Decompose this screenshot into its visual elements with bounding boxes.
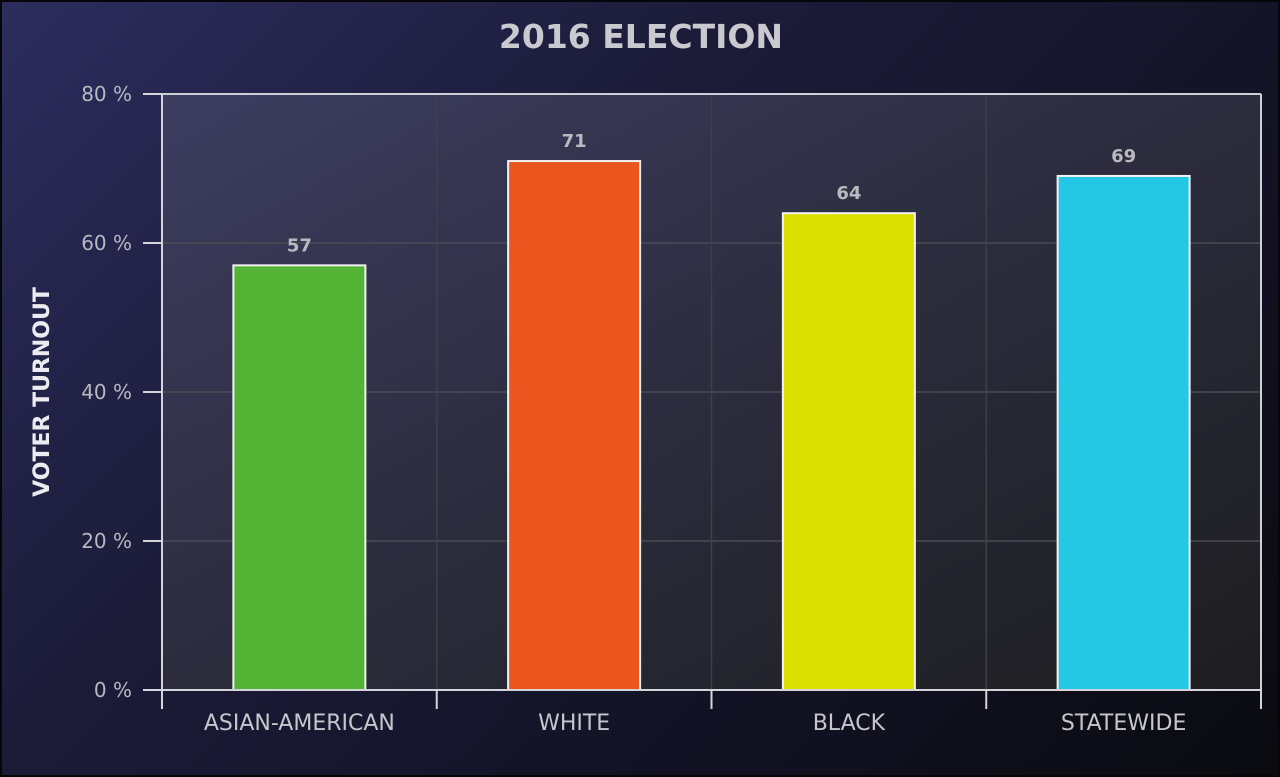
y-tick-labels: 0 % 20 % 40 % 60 % 80 % <box>81 82 162 702</box>
x-tick-label-asian-american: ASIAN-AMERICAN <box>204 711 395 736</box>
y-axis-label: VOTER TURNOUT <box>30 287 55 497</box>
x-tick-labels: ASIAN-AMERICAN WHITE BLACK STATEWIDE <box>161 690 1262 736</box>
y-tick-label-1: 20 % <box>81 529 132 553</box>
data-label-black: 64 <box>836 183 861 204</box>
y-tick-label-4: 80 % <box>81 82 132 106</box>
bar-asian-american <box>232 264 367 691</box>
y-tick-label-0: 0 % <box>94 678 132 702</box>
y-tick-label-3: 60 % <box>81 231 132 255</box>
bar-statewide <box>1056 174 1191 691</box>
bars <box>232 160 1191 692</box>
x-tick-label-black: BLACK <box>813 711 886 736</box>
chart-title: 2016 ELECTION <box>499 17 783 56</box>
y-tick-label-2: 40 % <box>81 380 132 404</box>
data-label-white: 71 <box>562 131 587 152</box>
bar-white <box>507 160 642 692</box>
data-label-asian-american: 57 <box>287 235 312 256</box>
data-label-statewide: 69 <box>1111 146 1136 167</box>
x-tick-label-statewide: STATEWIDE <box>1061 711 1186 736</box>
data-labels: 57 71 64 69 <box>287 131 1136 256</box>
x-tick-label-white: WHITE <box>538 711 610 736</box>
bar-black <box>781 212 916 691</box>
